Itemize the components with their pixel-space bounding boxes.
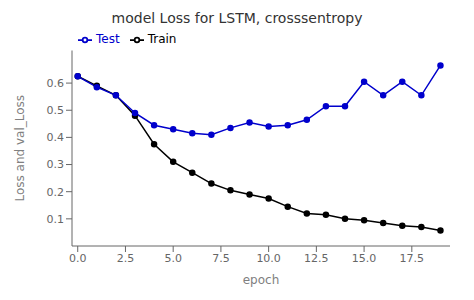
svg-text:0.2: 0.2 (47, 186, 65, 199)
svg-text:0.1: 0.1 (47, 213, 65, 226)
svg-text:7.5: 7.5 (212, 252, 230, 265)
svg-text:0.4: 0.4 (47, 131, 65, 144)
svg-text:Loss and val_Loss: Loss and val_Loss (13, 95, 27, 202)
svg-text:10.0: 10.0 (256, 252, 281, 265)
svg-text:0.3: 0.3 (47, 158, 65, 171)
svg-text:0.0: 0.0 (69, 252, 87, 265)
svg-text:0.6: 0.6 (47, 77, 65, 90)
svg-text:12.5: 12.5 (304, 252, 329, 265)
svg-text:5.0: 5.0 (164, 252, 182, 265)
svg-text:17.5: 17.5 (400, 252, 425, 265)
svg-text:0.5: 0.5 (47, 104, 65, 117)
svg-text:epoch: epoch (243, 273, 280, 287)
html-text:model Loss for LSTM, crosssent: model Loss for LSTM, crosssentropy (111, 10, 363, 26)
svg-text:15.0: 15.0 (352, 252, 377, 265)
svg-text:2.5: 2.5 (117, 252, 135, 265)
html-text:Train: Train (147, 32, 177, 46)
html-text:Test: Test (96, 32, 120, 46)
